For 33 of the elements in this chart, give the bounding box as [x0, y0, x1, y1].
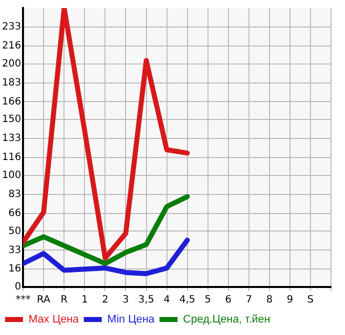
- y-tick-label: 233: [2, 22, 22, 33]
- legend-label: Min Цена: [107, 314, 156, 326]
- y-tick-label: 166: [2, 96, 22, 108]
- x-tick-label: 9: [286, 294, 294, 306]
- x-tick-label: R: [60, 294, 68, 306]
- x-tick-label: 5: [204, 294, 212, 306]
- y-tick-label: 116: [2, 152, 22, 164]
- y-tick-label: 66: [8, 208, 22, 219]
- x-tick-label: 1: [81, 294, 88, 306]
- y-tick-label: 100: [2, 170, 22, 181]
- y-tick-label: 200: [2, 58, 22, 70]
- y-tick-label: 16: [8, 264, 22, 275]
- y-tick-label: 83: [8, 188, 22, 200]
- x-tick-label: 2: [102, 294, 108, 306]
- x-tick-label: 8: [266, 294, 273, 306]
- legend-label: Max Цена: [28, 314, 80, 326]
- x-tick-label: 3,5: [138, 294, 154, 306]
- x-tick-label: 4: [164, 294, 170, 306]
- x-tick-label: ***: [16, 294, 31, 306]
- x-tick-label: S: [307, 294, 314, 306]
- y-tick-label: 216: [2, 40, 22, 52]
- x-tick-label: RA: [36, 294, 50, 306]
- y-tick-label: 150: [2, 114, 22, 126]
- y-tick-label: 133: [2, 133, 22, 144]
- legend-label: Сред.Цена, т.йен: [183, 314, 270, 326]
- y-tick-label: 0: [14, 282, 22, 293]
- x-tick-label: 3: [122, 294, 129, 306]
- y-tick-label: 183: [2, 77, 22, 88]
- x-tick-label: 7: [246, 294, 252, 306]
- y-tick-label: 33: [8, 244, 22, 256]
- x-tick-label: 6: [225, 294, 232, 306]
- x-tick-label: 4,5: [179, 294, 196, 306]
- y-tick-label: 50: [8, 226, 22, 237]
